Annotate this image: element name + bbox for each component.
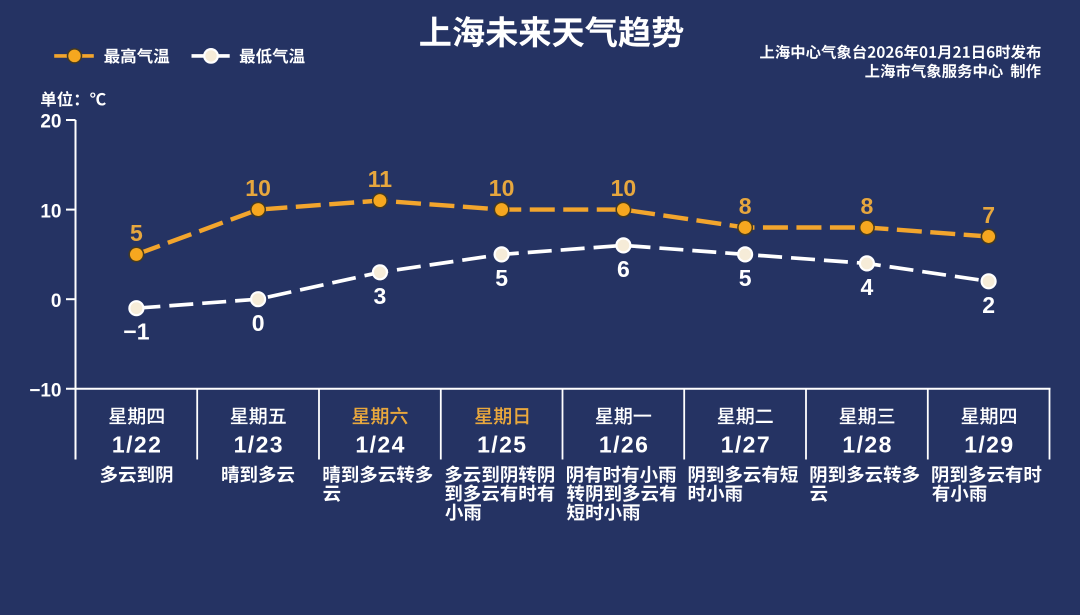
svg-text:4: 4 bbox=[861, 274, 874, 300]
svg-text:11: 11 bbox=[368, 166, 393, 192]
svg-text:1/27: 1/27 bbox=[721, 431, 771, 457]
svg-text:1/29: 1/29 bbox=[964, 431, 1014, 457]
svg-text:1/26: 1/26 bbox=[599, 431, 649, 457]
svg-text:7: 7 bbox=[982, 202, 995, 228]
svg-text:8: 8 bbox=[861, 193, 874, 219]
svg-text:0: 0 bbox=[252, 310, 265, 336]
svg-text:3: 3 bbox=[374, 283, 387, 309]
svg-text:1/25: 1/25 bbox=[477, 431, 527, 457]
svg-text:5: 5 bbox=[495, 265, 508, 291]
svg-text:8: 8 bbox=[739, 193, 752, 219]
svg-text:1/22: 1/22 bbox=[112, 431, 162, 457]
svg-text:0: 0 bbox=[51, 291, 62, 312]
svg-text:20: 20 bbox=[40, 112, 61, 133]
svg-text:10: 10 bbox=[40, 201, 61, 222]
svg-text:5: 5 bbox=[739, 265, 752, 291]
svg-text:6: 6 bbox=[617, 256, 630, 282]
svg-text:−1: −1 bbox=[123, 319, 149, 345]
svg-text:2: 2 bbox=[982, 292, 995, 318]
svg-text:5: 5 bbox=[130, 220, 143, 246]
svg-text:10: 10 bbox=[489, 175, 515, 201]
svg-text:1/24: 1/24 bbox=[355, 431, 405, 457]
svg-text:1/28: 1/28 bbox=[842, 431, 892, 457]
svg-text:10: 10 bbox=[611, 175, 637, 201]
svg-text:1/23: 1/23 bbox=[234, 431, 284, 457]
svg-text:−10: −10 bbox=[29, 381, 61, 402]
svg-text:10: 10 bbox=[245, 175, 271, 201]
